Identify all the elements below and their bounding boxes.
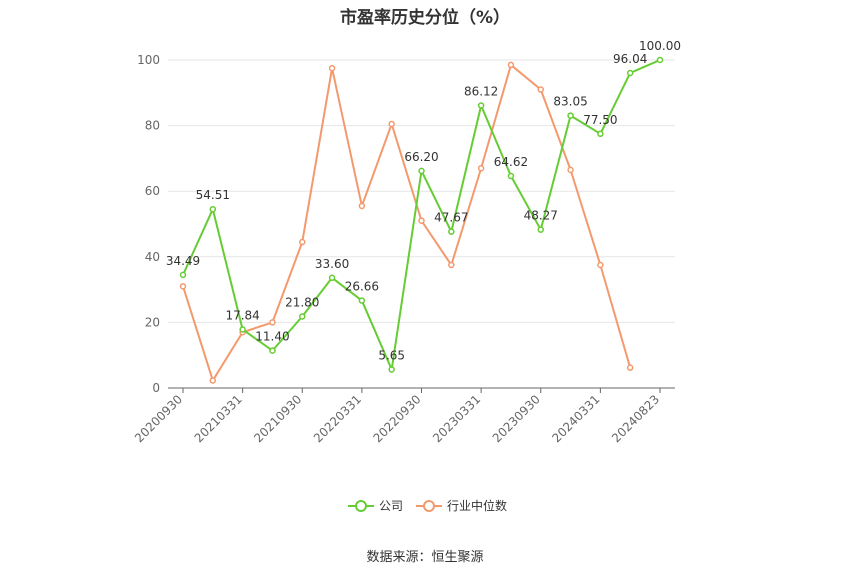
data-point [418,217,425,224]
data-source: 数据来源：恒生聚源 [366,550,484,565]
x-tick-label: 20220930 [371,392,424,445]
x-tick-label: 20230930 [490,392,543,445]
data-point [239,326,246,333]
data-point [179,283,187,290]
data-label: 21.80 [285,295,319,309]
series-line [182,63,632,382]
y-tick-label: 80 [145,119,160,133]
data-point [567,112,574,119]
data-point [179,271,187,279]
data-point [358,297,366,304]
legend: 公司 行业中位数 [348,498,507,513]
data-label: 33.60 [315,257,349,271]
data-point [209,205,217,213]
y-tick-label: 40 [145,250,160,264]
data-point [448,228,455,235]
data-labels: 34.49 54.51 17.84 11.40 21.80 33.60 26.66 5.65 6… [166,39,681,362]
data-point [507,61,515,69]
y-tick-label: 0 [152,381,160,395]
data-point [388,366,395,373]
data-point [567,166,574,174]
data-point [299,238,306,246]
data-point [328,274,336,282]
x-tick-label: 20210331 [192,392,245,445]
data-label: 77.50 [583,113,617,127]
legend-label: 行业中位数 [447,498,507,513]
data-label: 17.84 [225,308,259,322]
data-label: 86.12 [464,85,498,99]
y-tick-label: 100 [137,53,160,67]
series-line [182,59,661,371]
data-point [537,226,544,233]
data-label: 100.00 [639,39,681,53]
y-axis: 0 20 40 60 80 100 [137,53,160,395]
data-label: 47.67 [434,211,468,225]
data-point [537,86,544,93]
data-label: 83.05 [553,95,587,109]
data-point [209,377,217,384]
x-tick-label: 20210930 [251,392,304,445]
x-tick-label: 20240823 [609,392,662,445]
data-point [358,202,366,210]
data-label: 34.49 [166,254,200,268]
data-label: 11.40 [255,330,289,344]
legend-marker [423,500,435,512]
x-tick-label: 20230331 [430,392,483,445]
x-tick-label: 20240331 [549,392,602,445]
data-label: 54.51 [196,188,230,202]
legend-marker [355,500,367,512]
data-label: 5.65 [378,348,405,362]
x-tick-label: 20220331 [311,392,364,445]
data-point [597,261,604,269]
y-tick-label: 20 [145,315,160,329]
grid-lines [168,59,675,323]
data-point [388,120,395,128]
data-point [477,102,485,109]
chart-title: 市盈率历史分位（%） [339,8,511,28]
data-point [448,261,455,269]
data-point [269,319,276,326]
data-label: 96.04 [613,52,647,66]
data-label: 64.62 [494,155,528,169]
data-label: 48.27 [524,209,558,223]
data-point [328,64,336,72]
data-point [418,167,425,175]
data-label: 66.20 [404,150,438,164]
data-point [299,313,306,320]
data-point [656,56,664,64]
legend-label: 公司 [379,499,403,513]
data-point [597,130,604,138]
y-tick-label: 60 [145,184,160,198]
data-point [507,172,515,180]
series-group [179,56,664,384]
x-axis: 20200930 20210331 20210930 20220331 20220930… [132,387,675,445]
data-point [626,364,634,371]
data-label: 26.66 [345,280,379,294]
data-point [477,164,485,172]
x-tick-label: 20200930 [132,392,185,445]
data-point [269,347,276,354]
data-point [626,69,634,77]
